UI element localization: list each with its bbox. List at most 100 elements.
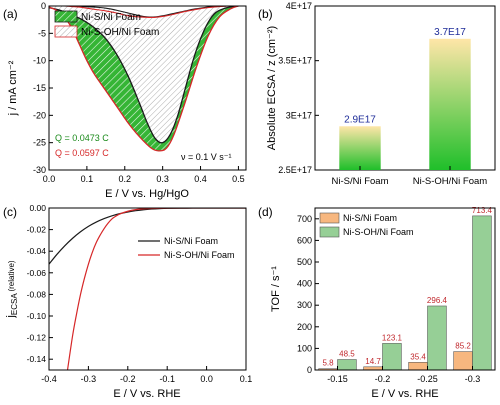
c-ytick-label: -0.12 [27,333,47,343]
c-xtick-label: 0.0 [200,374,213,384]
c-xtick-label: -0.1 [159,374,175,384]
c-ytick-label: -0.06 [27,268,47,278]
d-ytick-label: 0 [307,365,312,375]
c-ytick-label: -0.02 [27,225,47,235]
tof-bar-ni-s [453,351,473,371]
tof-bar-label: 35.4 [410,352,426,361]
d-xtick-label: -0.25 [417,374,438,384]
panel-label-d: (d) [258,205,273,219]
legend-label-c-ni-s-oh: Ni-S-OH/Ni Foam [164,250,235,260]
tof-bar-ni-s [408,362,428,371]
c-xtick-label: -0.2 [120,374,136,384]
area-ni-s [49,6,239,143]
tof-bar-label: 296.4 [427,296,448,305]
a-ytick-label: 0 [41,1,46,11]
legend-label-ni-s-oh: Ni-S-OH/Ni Foam [81,27,159,38]
d-ytick-label: 400 [297,279,312,289]
c-xtick-label: -0.4 [41,374,57,384]
b-ytick-label: 3.5E+17 [278,56,312,66]
ecsa-bar [339,126,381,170]
a-ytick-label: -15 [33,83,46,93]
panel-a-ylabel: j / mA cm⁻² [7,60,19,116]
panel-d-ylabel: TOF / s⁻¹ [270,266,282,312]
a-ytick-label: -20 [33,110,46,120]
panel-c: -0.4 -0.3 -0.2 -0.1 0.0 0.1 0.00 -0.02 -0.04 -0.0… [5,203,252,400]
panel-c-xlabel: E / V vs. RHE [113,388,180,400]
panel-b: 2.9E17 3.7E17 Ni-S/Ni Foam Ni-S-OH/Ni Foam… [266,1,496,187]
tof-bar-ni-s-oh [427,305,447,371]
c-ytick-label: -0.04 [27,246,47,256]
panel-a-xlabel: E / V vs. Hg/HgO [105,188,189,200]
a-ytick-label: -30 [33,165,46,175]
c-ytick-label: -0.08 [27,289,47,299]
tof-bar-label: 5.8 [322,359,334,368]
a-xtick-label: 0.4 [194,174,207,184]
b-xtick-label: Ni-S/Ni Foam [331,176,388,187]
cv-baseline-ni-s-oh [49,6,239,19]
d-ytick-label: 500 [297,257,312,267]
d-ytick-label: 700 [297,214,312,224]
c-ytick-label: -0.14 [27,354,47,364]
legend-label-c-ni-s: Ni-S/Ni Foam [164,236,218,246]
legend-swatch-ni-s [54,10,78,23]
a-xtick-label: 0.1 [81,174,94,184]
panel-c-legend: Ni-S/Ni Foam Ni-S-OH/Ni Foam [138,236,235,260]
d-ytick-label: 100 [297,343,312,353]
panel-d-xlabel: E / V vs. RHE [371,388,438,400]
panel-c-ylabel: jECSA (relative) [5,260,19,318]
legend-swatch-d-ni-s-oh [319,226,340,238]
a-ytick-label: -5 [38,28,46,38]
b-ytick-label: 2.5E+17 [278,165,312,175]
b-ytick-label: 4E+17 [286,1,312,11]
a-xtick-label: 0.3 [156,174,169,184]
panel-d: 5.8 48.5 14.7 123.1 35.4 296.4 85.2 713.4 -0.15… [270,206,496,400]
panel-c-frame [48,207,247,371]
legend-swatch-d-ni-s [319,212,340,224]
d-ytick-label: 300 [297,300,312,310]
legend-label-d-ni-s: Ni-S/Ni Foam [343,213,397,223]
ecsa-bar-label: 2.9E17 [344,114,376,125]
ecsa-bar-label: 3.7E17 [434,27,466,38]
a-ytick-label: -10 [33,56,46,66]
tof-bar-ni-s-oh [337,359,357,371]
annotation-scan-rate: ν = 0.1 V s⁻¹ [181,152,232,162]
panel-label-c: (c) [3,205,17,219]
tof-bar-label: 713.4 [472,206,493,215]
a-ytick-label: -25 [33,138,46,148]
panel-label-b: (b) [258,7,273,21]
d-xtick-label: -0.3 [465,374,481,384]
d-ytick-label: 600 [297,235,312,245]
tof-bar-label: 48.5 [339,350,355,359]
annotation-q-ni-s: Q = 0.0473 C [55,133,109,143]
d-xtick-label: -0.15 [327,374,348,384]
tof-bar-ni-s-oh [382,343,402,371]
c-xtick-label: 0.1 [240,374,253,384]
cv-line-ni-s [49,6,239,144]
d-xtick-label: -0.2 [375,374,391,384]
a-xtick-label: 0.5 [232,174,245,184]
a-xtick-label: 0.0 [43,174,56,184]
annotation-q-ni-s-oh: Q = 0.0597 C [55,148,109,158]
c-ytick-label: 0.00 [29,203,46,213]
legend-label-ni-s: Ni-S/Ni Foam [81,12,141,23]
d-ytick-label: 200 [297,322,312,332]
legend-label-d-ni-s-oh: Ni-S-OH/Ni Foam [343,227,414,237]
panel-label-a: (a) [3,7,18,21]
panel-b-frame [314,5,496,171]
c-ytick-label: -0.10 [27,311,47,321]
panel-b-ylabel: Absolute ECSA / z (cm⁻²) [266,26,278,150]
panel-d-frame [314,207,496,371]
ecsa-bar [429,38,471,170]
tof-bar-label: 14.7 [365,357,381,366]
a-xtick-label: 0.2 [119,174,132,184]
panel-d-legend: Ni-S/Ni Foam Ni-S-OH/Ni Foam [319,212,414,238]
b-ytick-label: 3E+17 [286,110,312,120]
panel-a: 0.0 0.1 0.2 0.3 0.4 0.5 0 -5 -10 -15 -20 -25 -30 E /… [7,1,247,200]
b-xtick-label: Ni-S-OH/Ni Foam [413,176,488,187]
tof-bar-label: 123.1 [382,333,403,342]
tof-bar-ni-s-oh [472,215,492,371]
lsv-line-ni-s-oh [66,208,246,370]
legend-swatch-ni-s-oh [54,25,78,38]
c-xtick-label: -0.3 [81,374,97,384]
